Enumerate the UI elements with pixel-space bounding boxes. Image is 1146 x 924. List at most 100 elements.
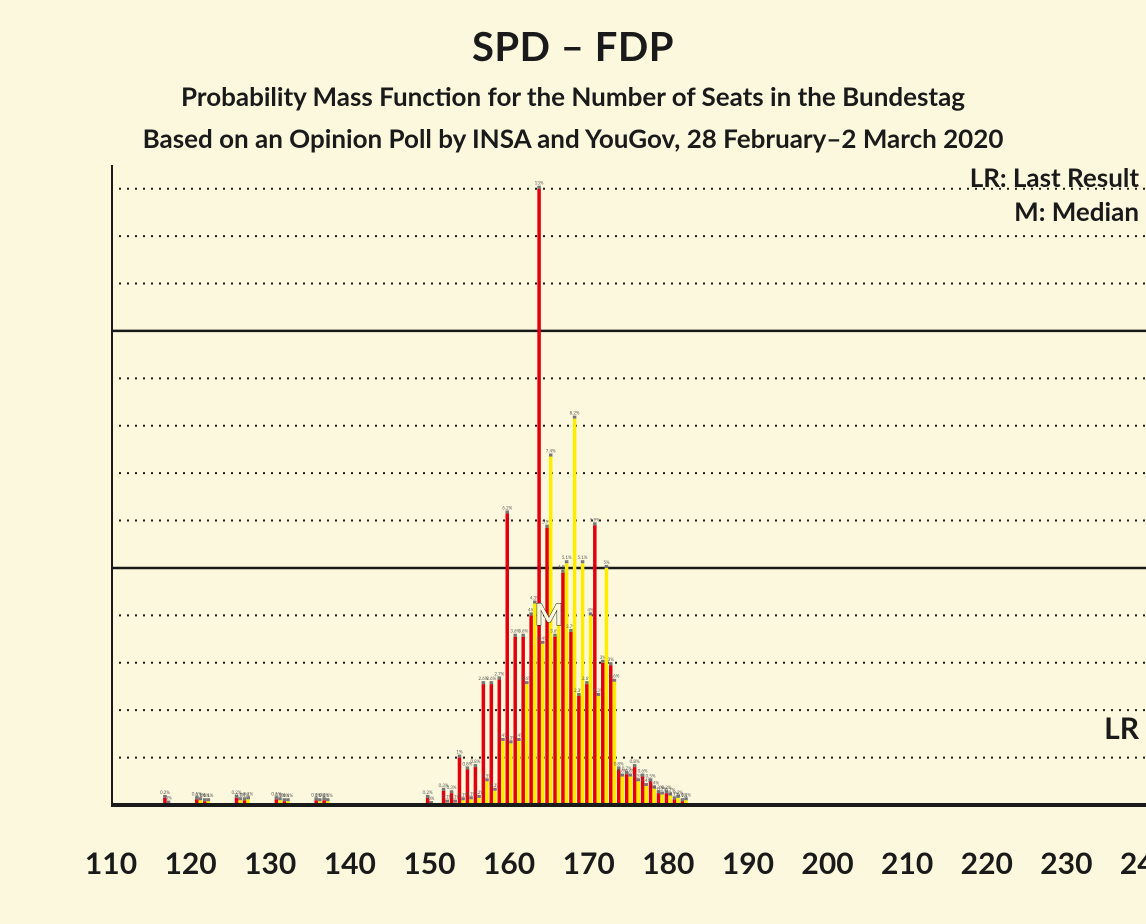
- bar-cap: [442, 788, 446, 791]
- bar-yellow: [629, 777, 633, 805]
- bar-red: [585, 684, 589, 805]
- bar-cap: [577, 693, 581, 696]
- x-tick-label: 120: [165, 845, 217, 881]
- bar-yellow: [581, 563, 585, 805]
- x-tick-label: 220: [961, 845, 1013, 881]
- bar-yellow: [557, 615, 561, 805]
- bar-value-label: 5%: [603, 560, 610, 565]
- bar-cap: [283, 798, 287, 801]
- bar-cap: [529, 612, 533, 615]
- bar-cap: [581, 560, 585, 563]
- bar-value-label: 3%: [608, 657, 615, 662]
- bar-cap: [684, 797, 688, 800]
- bar-cap: [485, 778, 489, 781]
- bar-value-label: 2.6%: [486, 676, 496, 681]
- bar-red: [537, 189, 541, 805]
- bar-cap: [246, 796, 250, 799]
- bar-cap: [553, 634, 557, 637]
- gridlines: [111, 189, 1146, 758]
- bar-value-label: 5.1%: [562, 555, 572, 560]
- bar-value-label: 2.6%: [609, 674, 619, 679]
- bar-value-label: 4%: [587, 607, 594, 612]
- bar-cap: [633, 764, 637, 767]
- bar-cap: [458, 755, 462, 758]
- bar-cap: [629, 774, 633, 777]
- bar-red: [577, 696, 581, 805]
- bar-cap: [505, 510, 509, 513]
- legend-m: M: Median: [1014, 195, 1139, 227]
- bar-value-label: 8.2%: [570, 411, 580, 416]
- x-tick-label: 240: [1120, 845, 1146, 881]
- bar-red: [553, 637, 557, 805]
- bar-cap: [477, 795, 481, 798]
- bar-value-label: 0.2%: [423, 790, 433, 795]
- bar-cap: [525, 681, 529, 684]
- bar-red: [593, 525, 597, 805]
- bar-red: [474, 767, 478, 805]
- bar-value-label: 0.5%: [646, 773, 656, 778]
- bar-cap: [549, 454, 553, 457]
- x-tick-label: 150: [403, 845, 455, 881]
- chart-title: SPD – FDP: [0, 22, 1146, 70]
- chart-subtitle-2: Based on an Opinion Poll by INSA and You…: [0, 122, 1146, 154]
- bar-cap: [585, 681, 589, 684]
- x-tick-label: 170: [563, 845, 615, 881]
- bar-yellow: [509, 743, 513, 805]
- bar-cap: [326, 798, 330, 801]
- bar-cap: [453, 800, 457, 803]
- bar-yellow: [637, 781, 641, 805]
- bar-red: [601, 663, 605, 805]
- bar-cap: [681, 798, 685, 801]
- legend: LR: Last Result M: Median: [970, 165, 1140, 227]
- bar-cap: [466, 766, 470, 769]
- x-tick-label: 140: [324, 845, 376, 881]
- bar-cap: [493, 788, 497, 791]
- bar-cap: [641, 774, 645, 777]
- bar-cap: [513, 634, 517, 637]
- bar-value-label: 0.1%: [681, 792, 691, 797]
- bar-cap: [605, 565, 609, 568]
- bar-yellow: [525, 684, 529, 805]
- bar-cap: [509, 740, 513, 743]
- bar-yellow: [517, 741, 521, 805]
- bar-value-label: 0.2%: [160, 790, 170, 795]
- bar-value-label: 0.1%: [243, 791, 253, 796]
- bar-cap: [601, 660, 605, 663]
- bar-cap: [573, 416, 577, 419]
- lr-marker-label: LR: [1104, 710, 1140, 746]
- bar-cap: [597, 693, 601, 696]
- x-tick-label: 230: [1040, 845, 1092, 881]
- x-tick-label: 190: [722, 845, 774, 881]
- bar-red: [545, 528, 549, 805]
- bar-red: [625, 774, 629, 805]
- bar-cap: [445, 800, 449, 803]
- bar-cap: [238, 797, 242, 800]
- bar-cap: [490, 681, 494, 684]
- bar-value-label: 0%: [428, 796, 435, 801]
- bar-cap: [243, 797, 247, 800]
- bar-yellow: [589, 615, 593, 805]
- bar-value-label: 2.7%: [494, 671, 504, 676]
- bar-red: [505, 513, 509, 805]
- bar-red: [458, 758, 462, 805]
- bars-layer: 0.2%0%0.1%0.1%0.1%0.1%0.2%0.1%0.1%0.1%0.…: [160, 181, 691, 805]
- bar-cap: [593, 522, 597, 525]
- bar-value-label: 0.8%: [630, 759, 640, 764]
- bar-yellow: [493, 791, 497, 805]
- bar-yellow: [597, 696, 601, 805]
- bar-cap: [203, 798, 207, 801]
- bar-cap: [673, 796, 677, 799]
- bar-cap: [637, 778, 641, 781]
- x-tick-label: 110: [85, 845, 137, 881]
- bar-value-label: 1%: [456, 750, 463, 755]
- bar-value-label: 5.9%: [590, 517, 600, 522]
- bar-cap: [561, 570, 565, 573]
- bar-yellow: [541, 644, 545, 805]
- bar-cap: [318, 798, 322, 801]
- x-tick-label: 160: [483, 845, 535, 881]
- bar-yellow: [573, 419, 577, 805]
- bar-value-label: 5.1%: [578, 555, 588, 560]
- bar-cap: [498, 676, 502, 679]
- bar-red: [617, 769, 621, 805]
- bar-cap: [613, 679, 617, 682]
